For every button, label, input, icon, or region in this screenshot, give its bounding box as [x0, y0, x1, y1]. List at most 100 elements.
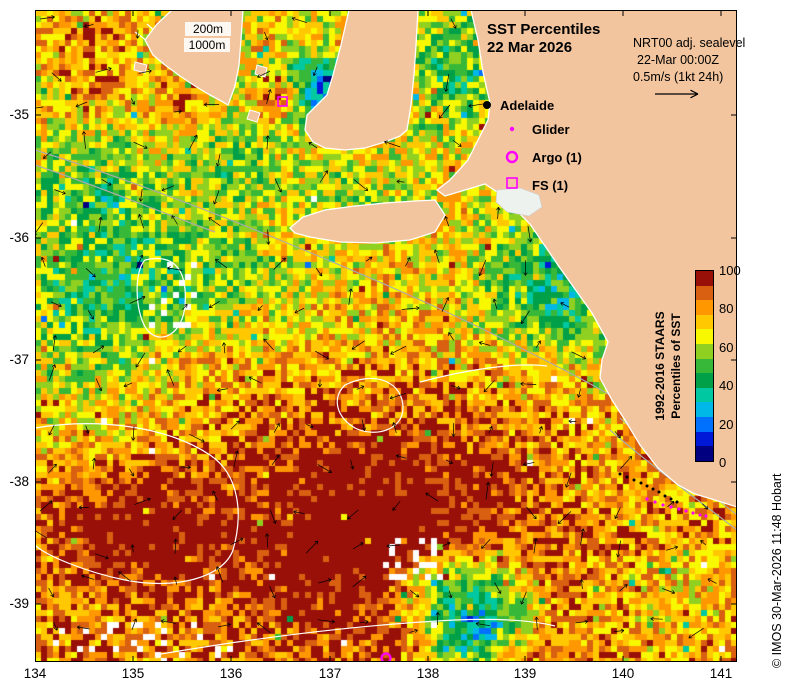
current-arrow [173, 576, 178, 585]
current-arrow [215, 153, 221, 167]
y-tick-label: -37 [9, 352, 29, 367]
current-arrow [273, 257, 286, 270]
current-arrow [389, 392, 407, 400]
black-track-dot [639, 481, 643, 485]
x-tick-label: 140 [611, 666, 635, 681]
current-arrow [305, 540, 319, 554]
current-arrow [138, 69, 152, 74]
glider-track-dot [704, 514, 708, 518]
axis-tick-marks [35, 10, 737, 662]
current-arrow [48, 463, 57, 474]
current-arrow [702, 503, 709, 510]
current-arrow [166, 369, 175, 386]
current-arrow [53, 622, 58, 631]
current-arrow [483, 380, 495, 393]
current-arrow [291, 16, 307, 24]
current-arrow [78, 505, 89, 510]
current-arrow [352, 542, 364, 550]
current-arrow [361, 419, 367, 432]
black-track-dot [669, 497, 673, 501]
current-arrow [230, 420, 240, 430]
current-arrow [208, 217, 221, 227]
y-tick-label: -38 [9, 474, 29, 489]
current-arrow [614, 431, 621, 439]
argo-float-marker [380, 652, 392, 662]
colorbar-segment [696, 344, 713, 359]
current-arrow [138, 189, 143, 202]
current-arrow [257, 70, 271, 78]
glider-track-dot [669, 505, 673, 509]
current-arrow [444, 216, 450, 227]
current-arrow [317, 464, 332, 474]
colorbar-tick-label: 0 [719, 455, 727, 470]
analysis-time-info: 22-Mar 00:00Z [637, 53, 719, 67]
colorbar-tick-label: 40 [719, 378, 734, 393]
current-arrow [40, 256, 46, 267]
current-arrow [264, 533, 270, 548]
glider-track-dot [691, 511, 695, 515]
current-arrow [129, 295, 146, 304]
depth-contour [136, 257, 186, 338]
velocity-scale-info: 0.5m/s (1kt 24h) [633, 70, 724, 84]
current-arrow [50, 301, 62, 308]
colorbar-title-dataset: 1992-2016 STAARS [653, 311, 667, 421]
current-arrow [133, 141, 148, 150]
current-arrow [614, 507, 621, 519]
current-arrow [48, 364, 56, 381]
current-arrow [85, 267, 96, 278]
colorbar-tick-label: 100 [719, 263, 741, 278]
velocity-scale-arrow [655, 89, 699, 99]
current-arrow [42, 151, 52, 159]
current-arrow [315, 267, 323, 277]
glider-track-dot [677, 507, 681, 511]
current-arrow [435, 612, 440, 626]
colorbar-segment [696, 417, 713, 432]
current-arrow [390, 345, 407, 355]
current-arrow [557, 511, 572, 525]
fs-legend-label: FS (1) [532, 178, 568, 193]
current-arrow [266, 89, 272, 104]
map-markers: Adelaide Glider Argo (1) FS (1) [277, 96, 582, 662]
current-arrow [129, 468, 135, 477]
current-arrow [452, 140, 462, 147]
current-arrow [95, 378, 103, 392]
current-arrow [312, 66, 318, 76]
current-arrow [48, 587, 55, 598]
current-arrow [81, 131, 87, 149]
current-arrow [188, 433, 205, 443]
observation-tracks [618, 472, 708, 518]
current-arrow [614, 628, 625, 633]
current-arrow [130, 97, 136, 105]
current-arrow [271, 454, 280, 466]
x-tick-label: 136 [219, 666, 243, 681]
glider-track-dot [698, 513, 702, 517]
argo-legend-circle [505, 150, 519, 164]
current-arrow [92, 345, 105, 354]
current-arrow [294, 307, 305, 314]
x-tick-label: 134 [23, 666, 47, 681]
current-arrow [538, 426, 543, 434]
current-arrow [485, 481, 491, 500]
colorbar-tick-label: 80 [719, 301, 734, 316]
current-arrow [81, 574, 95, 580]
current-arrow [438, 104, 451, 119]
shelf-contour [35, 164, 216, 233]
current-arrow [35, 222, 44, 236]
current-arrow [173, 538, 178, 554]
colorbar-segment [696, 329, 713, 345]
current-arrow [273, 422, 280, 433]
current-arrow [450, 385, 461, 390]
argo-legend-label: Argo (1) [532, 150, 582, 165]
current-arrow [442, 541, 451, 547]
current-arrow [135, 254, 144, 269]
current-arrow [444, 73, 450, 92]
current-arrow [520, 381, 537, 386]
current-arrow [494, 582, 502, 594]
current-arrow [580, 528, 585, 546]
current-arrow [475, 621, 491, 627]
current-arrow [527, 225, 533, 243]
black-track-dot [625, 475, 629, 479]
current-arrow [662, 588, 676, 595]
colorbar-segment [696, 285, 713, 301]
current-arrow [269, 586, 276, 599]
